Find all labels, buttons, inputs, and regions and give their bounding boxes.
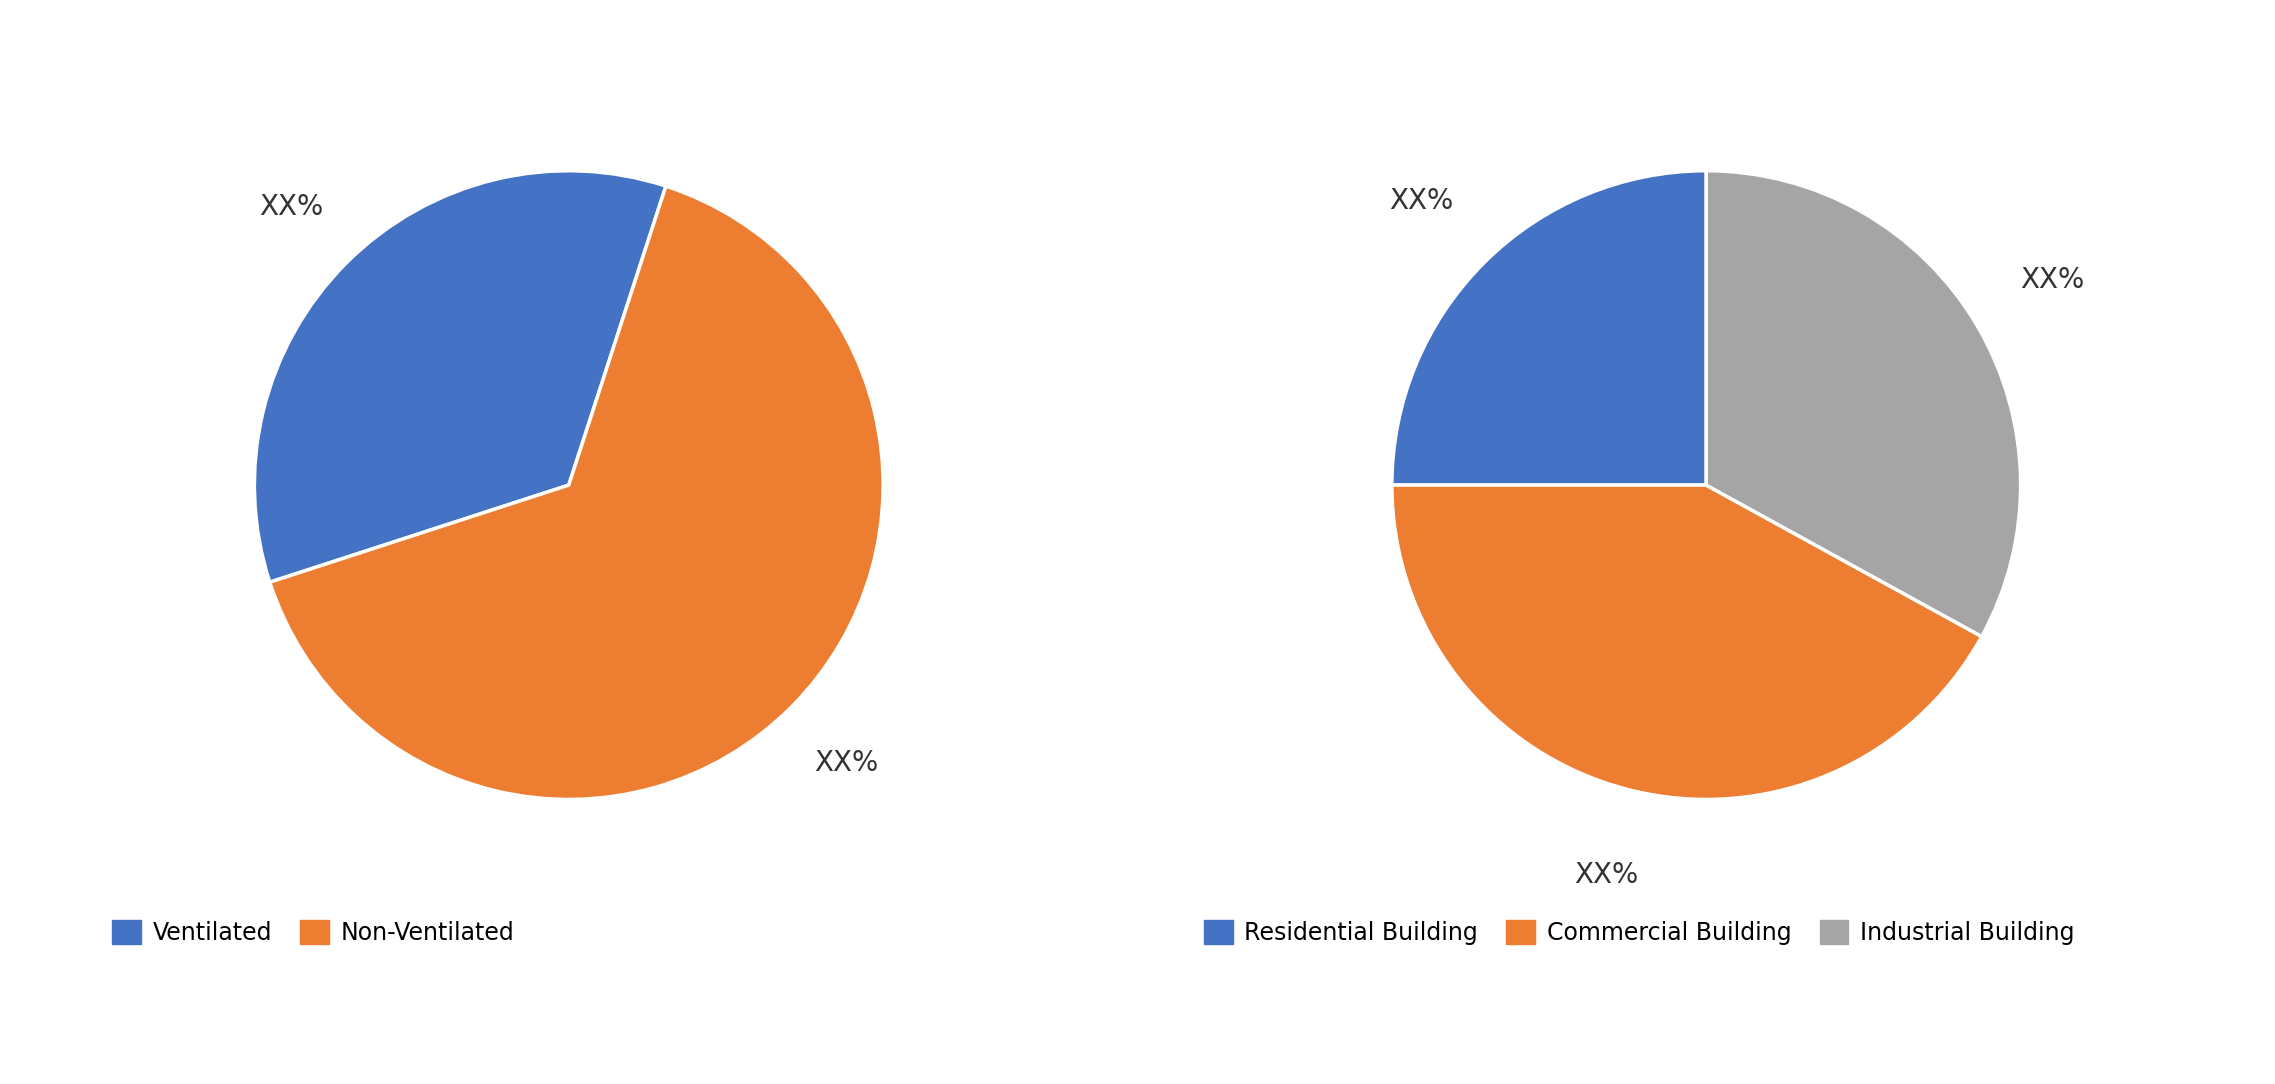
Text: Email: sales@theindustrystats.com: Email: sales@theindustrystats.com bbox=[903, 1025, 1372, 1050]
Wedge shape bbox=[1706, 171, 2020, 636]
Wedge shape bbox=[271, 186, 883, 799]
Text: XX%: XX% bbox=[1574, 861, 1638, 889]
Legend: Residential Building, Commercial Building, Industrial Building: Residential Building, Commercial Buildin… bbox=[1194, 911, 2084, 954]
Text: XX%: XX% bbox=[259, 193, 323, 221]
Text: Fig. Global Double-Skin Facade Market Share by Product Types & Application: Fig. Global Double-Skin Facade Market Sh… bbox=[34, 39, 1356, 68]
Wedge shape bbox=[1392, 171, 1706, 486]
Text: Source: Theindustrystats Analysis: Source: Theindustrystats Analysis bbox=[34, 1025, 489, 1050]
Text: XX%: XX% bbox=[1390, 186, 1454, 215]
Text: Website: www.theindustrystats.com: Website: www.theindustrystats.com bbox=[1756, 1025, 2241, 1050]
Wedge shape bbox=[255, 171, 667, 582]
Wedge shape bbox=[1392, 486, 1982, 799]
Text: XX%: XX% bbox=[2020, 267, 2084, 294]
Text: XX%: XX% bbox=[814, 749, 878, 777]
